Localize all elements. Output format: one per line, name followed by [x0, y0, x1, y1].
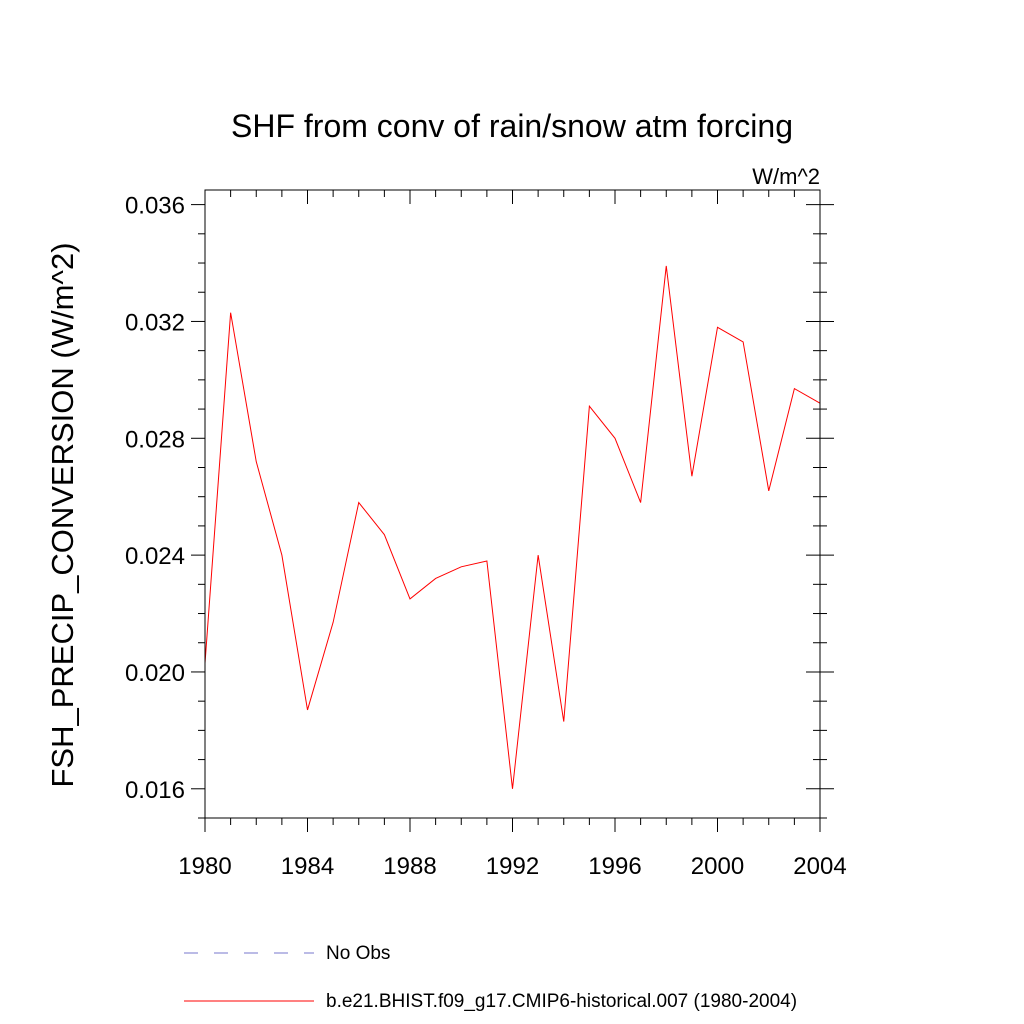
- x-axis: 1980 1984 1988 1992 1996 2000 2004: [178, 190, 847, 880]
- legend-label-model: b.e21.BHIST.f09_g17.CMIP6-historical.007…: [326, 991, 797, 1012]
- y-axis: 0.016 0.020 0.024 0.028 0.032 0.036: [125, 193, 834, 819]
- y-tick-label: 0.020: [125, 660, 185, 687]
- x-tick-label: 1996: [588, 853, 641, 880]
- x-tick-label: 1980: [178, 853, 231, 880]
- x-tick-label: 1992: [486, 853, 539, 880]
- y-tick-label: 0.024: [125, 543, 185, 570]
- y-tick-label: 0.016: [125, 777, 185, 804]
- x-tick-label: 1984: [281, 853, 334, 880]
- y-tick-label: 0.032: [125, 309, 185, 336]
- units-label: W/m^2: [752, 164, 820, 189]
- legend-label-no-obs: No Obs: [326, 943, 390, 964]
- y-tick-label: 0.036: [125, 193, 185, 220]
- x-tick-label: 2000: [691, 853, 744, 880]
- x-tick-label: 2004: [793, 853, 846, 880]
- series-line: [204, 265, 821, 789]
- x-tick-label: 1988: [383, 853, 436, 880]
- series-layer: [204, 265, 821, 789]
- legend: No Obs b.e21.BHIST.f09_g17.CMIP6-histori…: [184, 943, 797, 1012]
- plot-frame: [204, 189, 821, 819]
- chart-title: SHF from conv of rain/snow atm forcing: [231, 108, 793, 144]
- y-axis-label: FSH_PRECIP_CONVERSION (W/m^2): [45, 242, 80, 787]
- y-tick-label: 0.028: [125, 426, 185, 453]
